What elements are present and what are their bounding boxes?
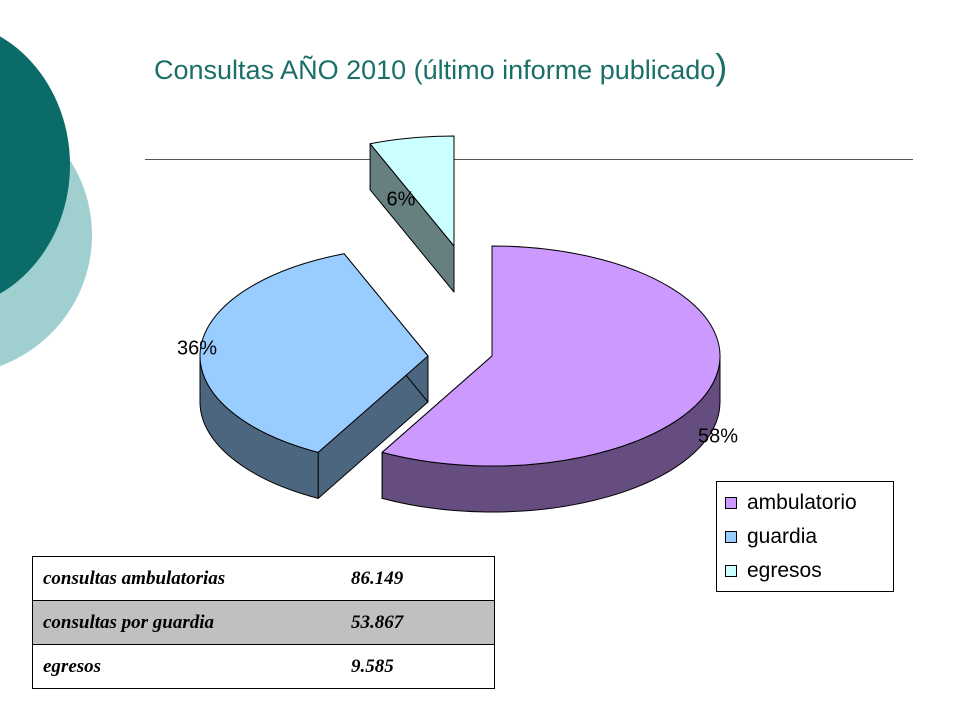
table-row: consultas ambulatorias 86.149 [32, 556, 495, 601]
title-divider [145, 159, 913, 160]
table-cell: consultas ambulatorias 86.149 [32, 556, 495, 601]
pie-slice-egresos [369, 135, 455, 293]
data-label-guardia: 36% [177, 337, 217, 359]
row-value: 9.585 [351, 655, 394, 677]
pie-slice-ambulatorio [381, 245, 721, 513]
legend-item-ambulatorio: ambulatorio [725, 488, 857, 518]
legend-item-guardia: guardia [725, 522, 817, 552]
row-value: 86.149 [351, 567, 404, 589]
consultas-table: consultas ambulatorias 86.149 consultas p… [32, 556, 495, 689]
row-value: 53.867 [351, 611, 404, 633]
data-label-egresos: 6% [387, 188, 416, 210]
legend-label-ambulatorio: ambulatorio [747, 491, 857, 514]
decoration-dark-circle [0, 36, 70, 294]
table-cell: consultas por guardia 53.867 [32, 600, 495, 645]
table-row: egresos 9.585 [32, 644, 495, 689]
row-label: egresos [43, 655, 102, 677]
legend-swatch-guardia [725, 531, 737, 543]
pie-slice-guardia [199, 253, 429, 499]
legend-item-egresos: egresos [725, 556, 822, 586]
row-label: consultas ambulatorias [43, 567, 226, 589]
row-label: consultas por guardia [43, 611, 215, 633]
table-row: consultas por guardia 53.867 [32, 600, 495, 645]
legend-label-egresos: egresos [747, 559, 822, 582]
page-title: Consultas AÑO 2010 (último informe publi… [154, 46, 728, 87]
legend-label-guardia: guardia [747, 525, 818, 548]
data-label-ambulatorio: 58% [698, 425, 738, 447]
legend-swatch-ambulatorio [725, 497, 737, 509]
table-cell: egresos 9.585 [32, 644, 495, 689]
legend-swatch-egresos [725, 565, 737, 577]
chart-legend: ambulatorio guardia egresos [716, 481, 894, 592]
slide-decoration [0, 36, 92, 367]
